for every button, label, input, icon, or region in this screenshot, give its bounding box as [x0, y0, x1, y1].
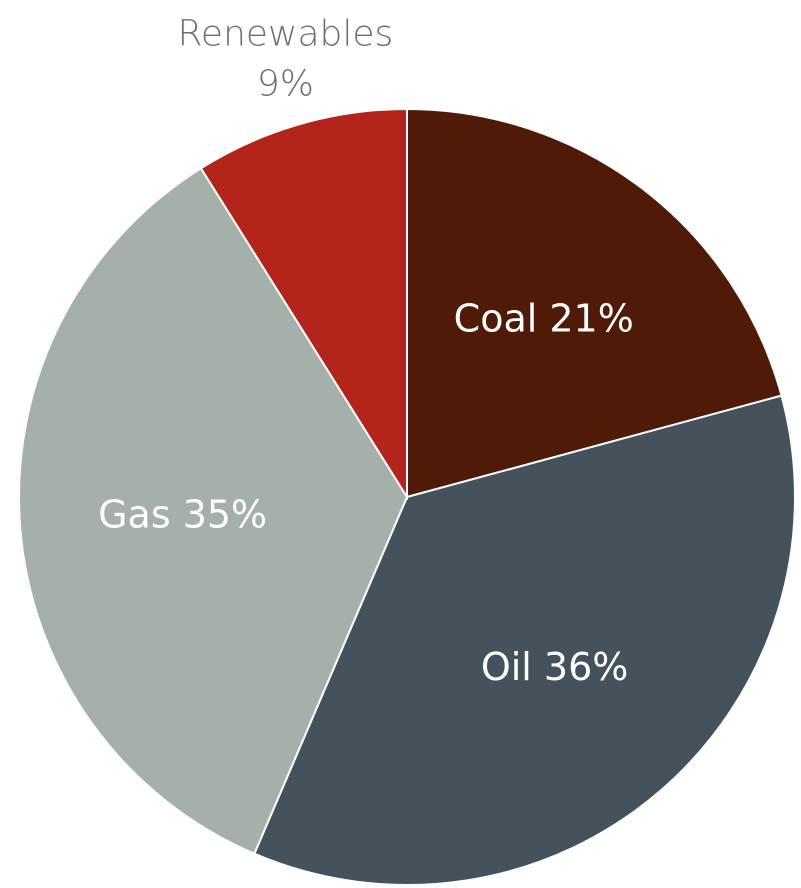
slice-label-oil: Oil 36% [481, 645, 629, 689]
pie-slice-renewables [199, 107, 408, 501]
slice-label-gas: Gas 35% [98, 492, 267, 536]
pie-slices [18, 107, 796, 886]
pie-slice-coal [406, 107, 783, 499]
pie-slice-gas [18, 166, 409, 856]
slice-label-coal: Coal 21% [454, 296, 634, 340]
pie-labels: Coal 21% Oil 36% Gas 35% Renewables 9% [98, 13, 634, 689]
slice-value-renewables: 9% [257, 63, 314, 104]
pie-slice-oil [253, 394, 796, 886]
slice-label-renewables: Renewables [178, 13, 394, 54]
